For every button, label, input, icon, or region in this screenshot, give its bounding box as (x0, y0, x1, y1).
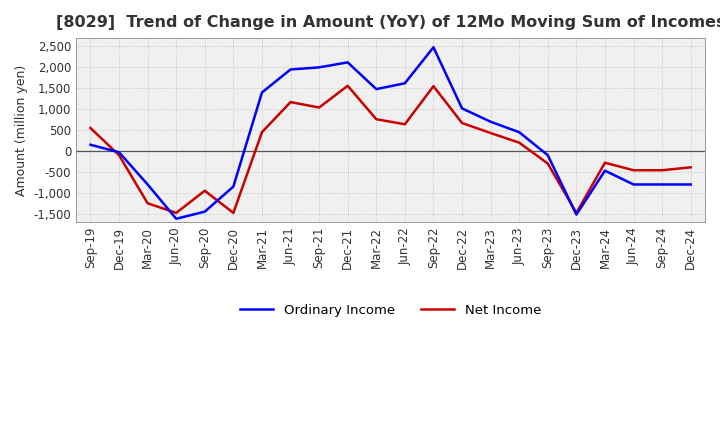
Net Income (229, 210, 238, 216)
Net Income (114, 153, 123, 158)
Net Income (343, 83, 352, 88)
Ordinary Income (86, 142, 95, 147)
Ordinary Income (486, 119, 495, 125)
Ordinary Income (315, 65, 323, 70)
Net Income (400, 121, 409, 127)
Ordinary Income (686, 182, 695, 187)
Net Income (486, 130, 495, 136)
Net Income (686, 165, 695, 170)
Net Income (143, 201, 152, 206)
Ordinary Income (287, 67, 295, 72)
Ordinary Income (629, 182, 638, 187)
Ordinary Income (172, 216, 181, 221)
Net Income (200, 188, 209, 194)
Net Income (315, 105, 323, 110)
Y-axis label: Amount (million yen): Amount (million yen) (15, 65, 28, 196)
Ordinary Income (515, 129, 523, 135)
Legend: Ordinary Income, Net Income: Ordinary Income, Net Income (235, 299, 546, 322)
Ordinary Income (114, 150, 123, 155)
Net Income (544, 161, 552, 166)
Line: Net Income: Net Income (91, 86, 690, 213)
Net Income (372, 117, 381, 122)
Ordinary Income (600, 168, 609, 173)
Ordinary Income (200, 209, 209, 214)
Net Income (429, 84, 438, 89)
Net Income (458, 121, 467, 126)
Net Income (600, 160, 609, 165)
Ordinary Income (458, 106, 467, 111)
Line: Ordinary Income: Ordinary Income (91, 48, 690, 219)
Ordinary Income (343, 60, 352, 65)
Net Income (515, 140, 523, 145)
Net Income (172, 210, 181, 216)
Net Income (287, 99, 295, 105)
Ordinary Income (229, 184, 238, 189)
Net Income (258, 129, 266, 135)
Net Income (658, 168, 667, 173)
Ordinary Income (258, 90, 266, 95)
Ordinary Income (572, 212, 581, 217)
Ordinary Income (429, 45, 438, 50)
Ordinary Income (658, 182, 667, 187)
Ordinary Income (143, 182, 152, 187)
Net Income (572, 210, 581, 216)
Net Income (86, 125, 95, 131)
Ordinary Income (372, 87, 381, 92)
Ordinary Income (544, 153, 552, 158)
Net Income (629, 168, 638, 173)
Ordinary Income (400, 81, 409, 86)
Title: [8029]  Trend of Change in Amount (YoY) of 12Mo Moving Sum of Incomes: [8029] Trend of Change in Amount (YoY) o… (56, 15, 720, 30)
